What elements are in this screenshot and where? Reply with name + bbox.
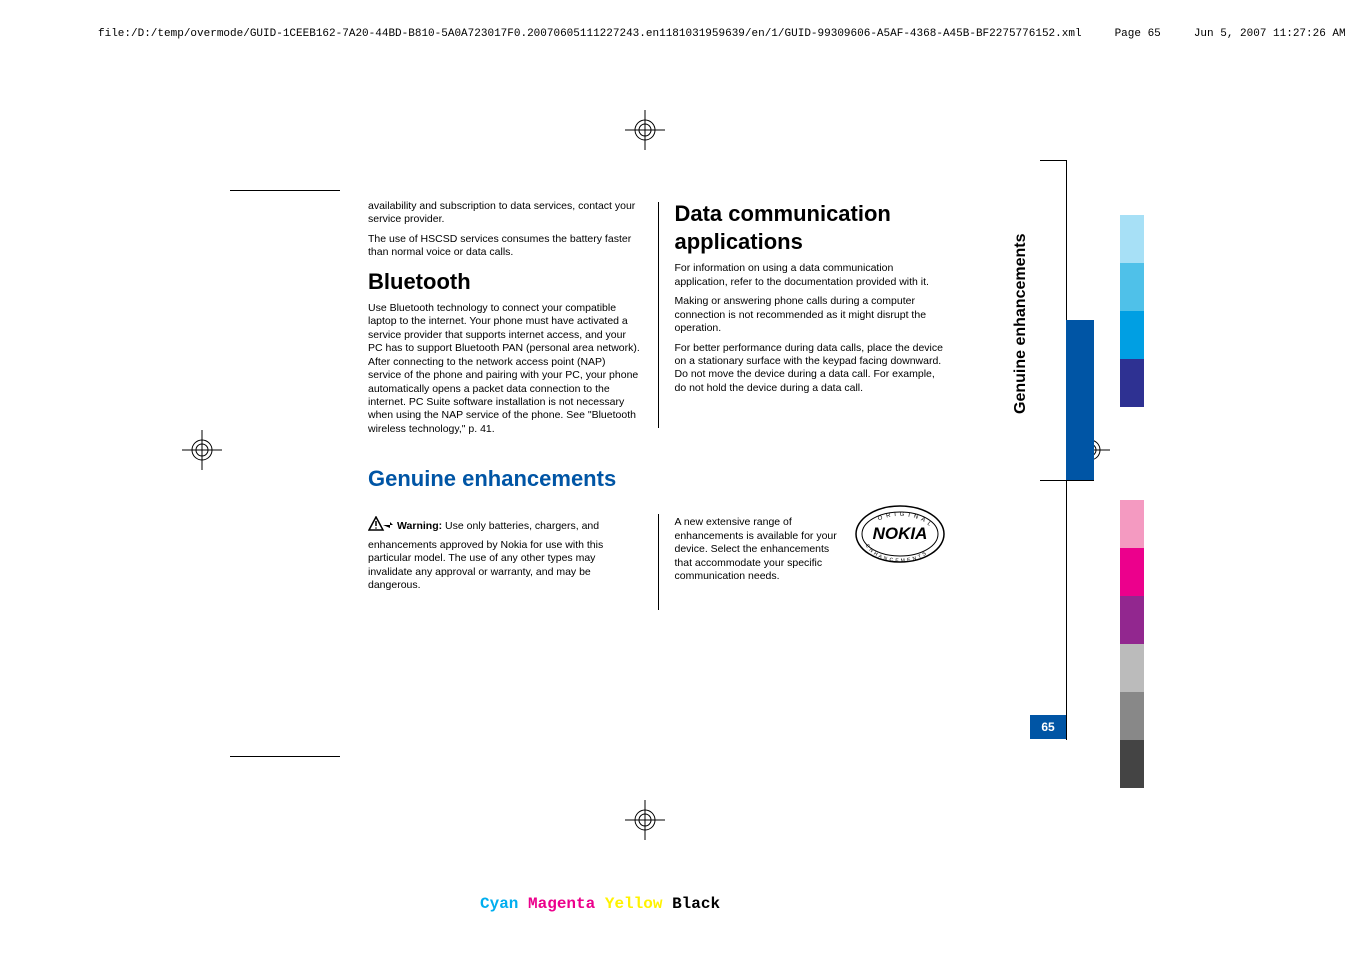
body-text: For better performance during data calls…: [674, 342, 948, 396]
frame-line: [1040, 160, 1066, 161]
top-columns: availability and subscription to data se…: [368, 200, 948, 442]
page-indicator: Page 65: [1115, 28, 1161, 40]
page-content: availability and subscription to data se…: [368, 200, 948, 740]
body-text: availability and subscription to data se…: [368, 200, 642, 227]
heading-data-comm: Data communication applications: [674, 200, 948, 256]
column-divider: [658, 514, 659, 610]
nokia-original-badge: NOKIA O R I G I N A L E N H A N C E M E …: [852, 502, 948, 570]
cmyk-label: Cyan Magenta Yellow Black: [480, 895, 720, 913]
column-right: Data communication applications For info…: [674, 200, 948, 442]
crop-mark-icon: [230, 756, 340, 757]
black-label: Black: [672, 895, 720, 913]
body-text: For information on using a data communic…: [674, 262, 948, 289]
heading-genuine-enhancements: Genuine enhancements: [368, 466, 948, 492]
section-tab-label: Genuine enhancements: [1012, 234, 1030, 415]
warning-label: Warning:: [397, 520, 442, 532]
color-calibration-bar: [1120, 500, 1144, 788]
yellow-label: Yellow: [605, 895, 663, 913]
column-divider: [658, 202, 659, 428]
timestamp: Jun 5, 2007 11:27:26 AM: [1194, 28, 1346, 40]
warning-icon: [368, 516, 394, 538]
body-text: Use Bluetooth technology to connect your…: [368, 302, 642, 436]
heading-bluetooth: Bluetooth: [368, 268, 642, 296]
registration-mark-icon: [625, 800, 665, 840]
print-header: file:/D:/temp/overmode/GUID-1CEEB162-7A2…: [98, 28, 1346, 40]
color-calibration-bar: [1120, 215, 1144, 407]
magenta-label: Magenta: [528, 895, 595, 913]
warning-paragraph: Warning: Use only batteries, chargers, a…: [368, 516, 642, 592]
column-left: availability and subscription to data se…: [368, 200, 642, 442]
bottom-columns: Warning: Use only batteries, chargers, a…: [368, 502, 948, 610]
column-right: NOKIA O R I G I N A L E N H A N C E M E …: [674, 502, 948, 610]
page-number: 65: [1030, 715, 1066, 739]
registration-mark-icon: [625, 110, 665, 150]
file-path: file:/D:/temp/overmode/GUID-1CEEB162-7A2…: [98, 28, 1082, 40]
crop-mark-icon: [230, 190, 340, 191]
cyan-label: Cyan: [480, 895, 518, 913]
thumb-tab: [1066, 320, 1094, 480]
column-left: Warning: Use only batteries, chargers, a…: [368, 502, 642, 610]
svg-text:NOKIA: NOKIA: [873, 524, 928, 543]
frame-line: [1040, 480, 1094, 481]
registration-mark-icon: [182, 430, 222, 470]
body-text: Making or answering phone calls during a…: [674, 295, 948, 335]
body-text: The use of HSCSD services consumes the b…: [368, 233, 642, 260]
